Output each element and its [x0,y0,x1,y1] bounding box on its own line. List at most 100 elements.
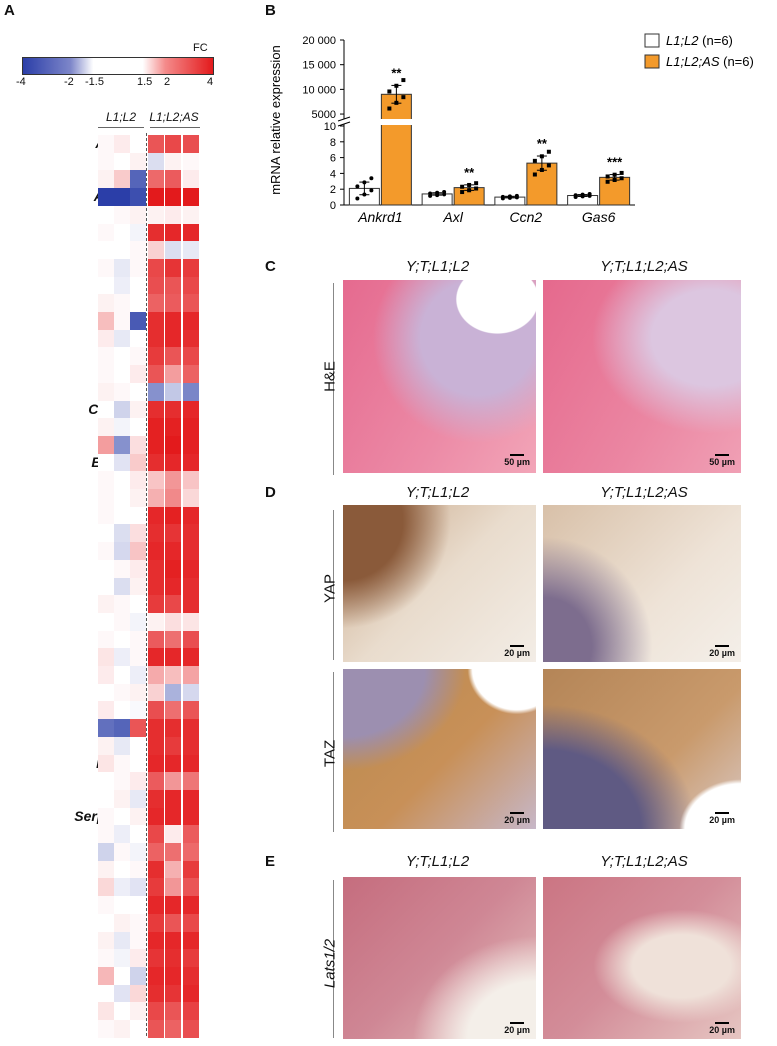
fc-tick: 2 [164,76,171,88]
heatmap-cell [183,276,199,295]
heatmap-cell [130,559,146,578]
x-tick-label: Ankrd1 [357,209,402,225]
heatmap-cell [130,949,146,968]
heatmap-cell [165,347,181,366]
heatmap-cell [165,170,181,189]
heatmap-cell [183,595,199,614]
heatmap-cell [165,1002,181,1021]
scale-bar: 50 µm [504,454,530,467]
heatmap-cell [130,312,146,331]
y-tick-label: 15 000 [302,60,336,72]
panel-label-d: D [265,484,276,501]
heatmap-cell [165,453,181,472]
heatmap-cell [114,701,130,720]
heatmap-cell [165,860,181,879]
fc-label: FC [193,42,208,54]
heatmap-cell [165,382,181,401]
heatmap-cell [114,276,130,295]
heatmap-cell [114,506,130,525]
heatmap-cell [148,542,164,561]
data-point [474,181,479,186]
heatmap-cell [114,966,130,986]
heatmap-cell [114,878,130,897]
heatmap-cell [114,205,130,224]
heatmap-cell [148,435,164,455]
heatmap-cell [130,878,146,897]
heatmap-cell [98,949,114,968]
heatmap-cell [98,453,114,472]
e-title-as: Y;T;L1;L2;AS [600,853,688,870]
heatmap-cell [98,205,114,224]
heatmap-cell [98,435,114,455]
heatmap-cell [165,772,181,791]
heatmap-cell [183,789,199,809]
heatmap-cell [130,683,146,702]
yap-image-control: 20 µm [343,505,536,662]
heatmap-cell [148,949,164,968]
heatmap-cell [183,489,199,508]
heatmap-cell [165,312,181,331]
heatmap-cell [98,489,114,508]
group-label-as: L1;L2;AS [149,110,199,124]
heatmap-cell [114,577,130,596]
data-point [369,176,374,181]
data-point [460,184,465,189]
heatmap-cell [114,312,130,331]
data-point [369,188,374,193]
y-tick-label: 0 [330,200,336,212]
heatmap-cell [98,595,114,614]
heatmap-cell [114,736,130,755]
heatmap-cell [114,223,130,242]
heatmap-cell [165,400,181,419]
e-title-control: Y;T;L1;L2 [405,853,470,870]
data-point [619,176,624,181]
heatmap-cell [98,542,114,561]
heatmap-cell [98,736,114,755]
heatmap-cell [114,542,130,561]
heatmap-cell [130,577,146,596]
heatmap-cell [98,1020,114,1039]
heatmap-cell [165,966,181,986]
data-point [355,184,360,189]
heatmap-cell [148,966,164,986]
heatmap-cell [114,683,130,702]
heatmap-cell [165,418,181,437]
heatmap-cell [130,347,146,366]
heatmap-cell [98,648,114,667]
data-point [612,172,617,177]
heatmap-cell [165,1020,181,1039]
heatmap-cell [183,312,199,331]
heatmap-cell [114,843,130,862]
data-point [442,190,447,195]
heatmap-cell [183,170,199,189]
data-point [612,178,617,183]
heatmap-cell [183,701,199,720]
data-point [532,172,537,177]
heatmap-cell [114,595,130,614]
scale-bar: 20 µm [709,645,735,658]
heatmap-cell [130,489,146,508]
scale-bar: 20 µm [709,812,735,825]
heatmap-cell [114,170,130,189]
heatmap-cell [148,347,164,366]
lats-image-as: 20 µm [543,877,741,1039]
heatmap-cell [183,754,199,773]
data-point [605,174,610,179]
data-point [387,89,392,94]
d-title-control: Y;T;L1;L2 [405,484,470,501]
fc-tick: 1.5 [137,76,153,88]
c-row-rule [333,283,334,475]
heatmap-cell [148,135,164,154]
data-point [362,192,367,197]
heatmap-cell [165,241,181,260]
scale-bar: 20 µm [504,812,530,825]
heatmap-cell [183,913,199,932]
heatmap-cell [183,966,199,986]
heatmap-cell [165,559,181,578]
heatmap-cell [183,506,199,525]
heatmap-cell [98,559,114,578]
x-tick-label: Gas6 [582,209,616,225]
heatmap-cell [165,276,181,295]
axis-break [338,119,350,124]
heatmap-cell [148,276,164,295]
